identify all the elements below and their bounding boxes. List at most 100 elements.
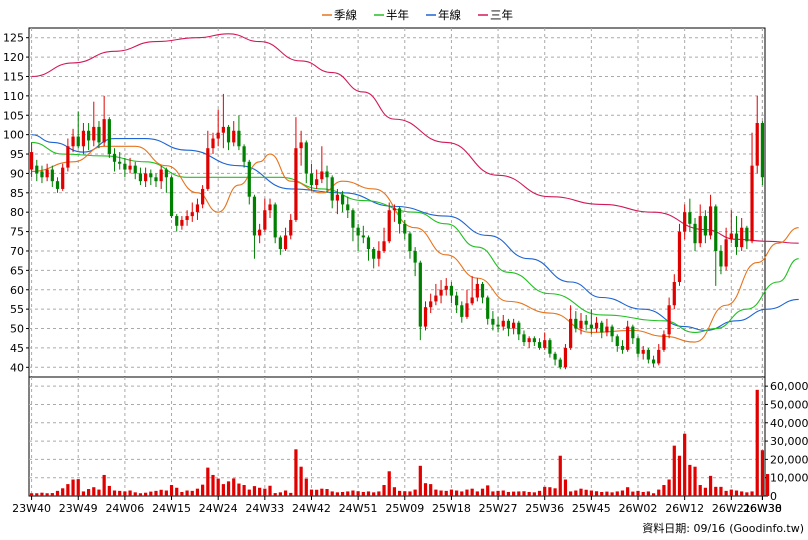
volume-bar (657, 489, 661, 496)
candle (278, 235, 282, 255)
price-tick-label: 100 (3, 129, 24, 142)
candle (335, 188, 340, 215)
x-tick-label: 24W06 (105, 502, 144, 515)
candle (734, 216, 739, 255)
volume-bar (651, 493, 656, 496)
candle-body (418, 262, 422, 327)
volume-bar (501, 490, 505, 496)
volume-bar (750, 491, 754, 496)
candle (745, 225, 749, 250)
candle-body (651, 359, 656, 364)
volume-bar (454, 490, 459, 496)
candle-body (278, 237, 282, 250)
candle-body (392, 208, 397, 211)
x-tick-label: 26W02 (619, 502, 658, 515)
candle-body (133, 165, 137, 174)
candle-body (164, 169, 168, 178)
candle-body (439, 289, 443, 296)
candle-body (86, 130, 91, 141)
legend-item: 季線 (322, 8, 357, 22)
volume-bar (97, 489, 101, 496)
candle-body (81, 130, 86, 147)
volume-bar (620, 490, 625, 496)
x-tick-label: 25W36 (525, 502, 564, 515)
candle (423, 301, 428, 331)
volume-bar (589, 490, 593, 496)
candle (724, 227, 728, 271)
candle (714, 204, 718, 286)
volume-bar (299, 466, 303, 496)
volume-tick-label: 0 (770, 490, 777, 503)
candle-body (180, 219, 184, 226)
candle-body (594, 322, 599, 329)
volume-bar (626, 487, 630, 496)
candle-body (553, 353, 557, 360)
volume-bar (351, 490, 355, 496)
volume-bar (71, 479, 75, 496)
candle (175, 214, 179, 232)
candle-body (252, 196, 257, 236)
candle-body (423, 307, 428, 327)
volume-bar (268, 485, 272, 496)
candle-body (610, 326, 614, 337)
volume-bar (320, 488, 324, 496)
footer-source: (Goodinfo.tw) (729, 522, 804, 535)
price-tick-label: 45 (10, 342, 24, 355)
volume-bar (527, 491, 531, 496)
candle-body (273, 204, 277, 238)
candle (729, 210, 733, 244)
volume-bar (667, 479, 671, 496)
candle (330, 175, 334, 209)
volume-bar (646, 491, 650, 496)
x-axis: 23W40 23W49 24W06 24W15 24W24 24W33 24W42 24W51… (12, 496, 782, 515)
candle (579, 313, 583, 335)
candle-body (55, 181, 60, 189)
legend-label: 三年 (490, 8, 513, 22)
candle (50, 165, 54, 187)
x-tick-label: 25W45 (572, 502, 611, 515)
volume-bar (491, 491, 495, 496)
x-tick-label: 24W42 (292, 502, 331, 515)
candle-body (330, 177, 334, 201)
volume-bar (724, 490, 728, 496)
candle (662, 330, 666, 352)
candle (45, 163, 49, 182)
volume-bar (765, 474, 770, 496)
volume-bar (708, 475, 713, 496)
volume-bar (61, 488, 65, 496)
volume-bar (413, 489, 417, 496)
x-tick-label: 24W33 (245, 502, 284, 515)
candle-body (351, 210, 355, 228)
candle-body (708, 206, 713, 236)
candle (118, 152, 122, 170)
candle-body (475, 283, 479, 298)
candle-body (45, 169, 49, 178)
volume-bar (522, 491, 526, 496)
price-tick-label: 90 (10, 167, 24, 180)
candle (112, 148, 117, 172)
candle-body (149, 173, 153, 178)
candle (657, 344, 661, 366)
candle-body (195, 204, 200, 213)
candle-body (688, 212, 692, 224)
volume-bar (258, 487, 262, 496)
price-tick-label: 95 (10, 148, 24, 161)
volume-bar (512, 491, 516, 496)
candle-body (66, 146, 70, 168)
candle (242, 144, 246, 168)
candle (71, 128, 75, 153)
candle-body (413, 250, 417, 263)
candle-body (118, 161, 122, 164)
candle-body (242, 146, 246, 162)
volume-bar (734, 490, 739, 496)
candle-body (325, 171, 329, 178)
candle (496, 316, 500, 333)
candle (558, 357, 562, 370)
candle (154, 173, 158, 187)
volume-bar (449, 489, 454, 496)
price-tick-label: 125 (3, 32, 24, 45)
x-tick-label: 24W15 (152, 502, 191, 515)
candle (449, 281, 454, 304)
candle-body (61, 167, 65, 189)
